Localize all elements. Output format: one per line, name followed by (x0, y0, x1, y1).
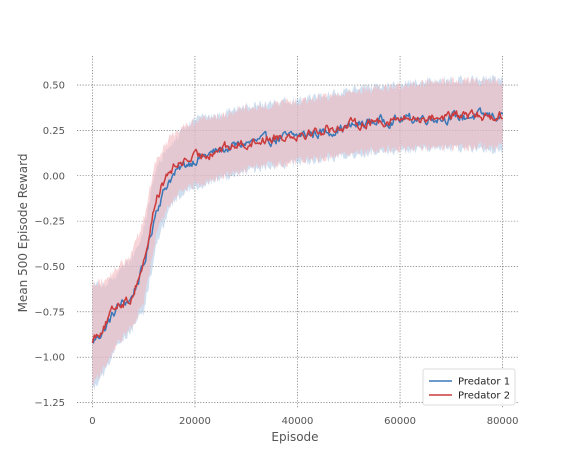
y-tick-label: −1.25 (34, 398, 65, 409)
x-tick-label: 0 (89, 416, 95, 427)
confidence-bands (92, 75, 503, 391)
y-tick-label: −0.50 (34, 262, 65, 273)
x-tick-label: 20000 (179, 416, 211, 427)
band-predator-2 (92, 77, 503, 388)
y-tick-label: 0.25 (43, 126, 65, 137)
x-tick-labels: 0 20000 40000 60000 80000 (89, 416, 518, 427)
legend-label-predator-1: Predator 1 (458, 377, 510, 388)
legend-label-predator-2: Predator 2 (458, 391, 510, 402)
y-tick-label: 0.50 (43, 81, 65, 92)
y-tick-labels: −1.25 −1.00 −0.75 −0.50 −0.25 0.00 0.25 0.50 (34, 81, 65, 410)
x-axis-label: Episode (271, 430, 318, 444)
x-tick-label: 80000 (487, 416, 519, 427)
y-tick-label: −1.00 (34, 353, 65, 364)
x-tick-label: 40000 (282, 416, 314, 427)
legend: Predator 1 Predator 2 (422, 368, 516, 406)
x-tick-label: 60000 (384, 416, 416, 427)
y-tick-label: 0.00 (43, 171, 65, 182)
y-tick-label: −0.25 (34, 217, 65, 228)
series-lines (91, 107, 504, 344)
legend-box (422, 368, 516, 406)
y-tick-label: −0.75 (34, 307, 65, 318)
line-predator-2 (91, 109, 504, 344)
y-axis-label: Mean 500 Episode Reward (16, 154, 30, 313)
